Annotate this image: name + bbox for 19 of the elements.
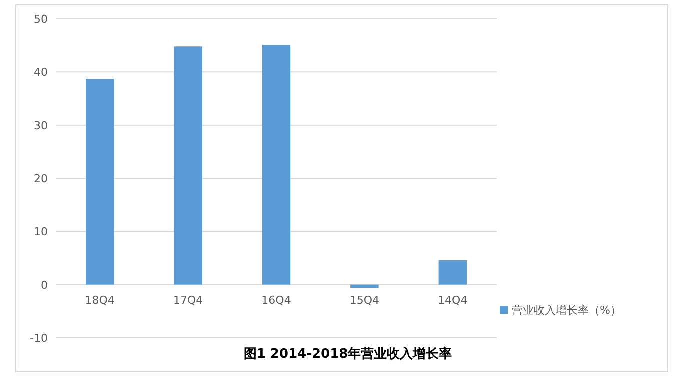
- bar: [174, 46, 202, 285]
- bar: [262, 45, 291, 285]
- y-tick-label: 40: [34, 66, 48, 80]
- x-tick-label: 18Q4: [85, 294, 115, 307]
- y-tick-label: 50: [34, 13, 48, 26]
- legend-label: 营业收入增长率（%）: [512, 304, 622, 317]
- y-tick-label: 20: [34, 172, 48, 186]
- y-tick-label: 30: [34, 119, 48, 132]
- x-tick-label: 17Q4: [173, 294, 204, 307]
- y-tick-label: -10: [30, 332, 48, 345]
- x-tick-label: 16Q4: [262, 294, 292, 307]
- bar: [350, 284, 379, 288]
- y-tick-label: 0: [41, 278, 48, 292]
- bar: [438, 260, 468, 285]
- x-tick-label: 14Q4: [438, 294, 468, 307]
- bar: [86, 79, 114, 285]
- x-tick-label: 15Q4: [350, 294, 380, 307]
- text: 图1 2014-2018年营业收入增长率: [244, 346, 452, 362]
- y-tick-label: 10: [34, 226, 48, 239]
